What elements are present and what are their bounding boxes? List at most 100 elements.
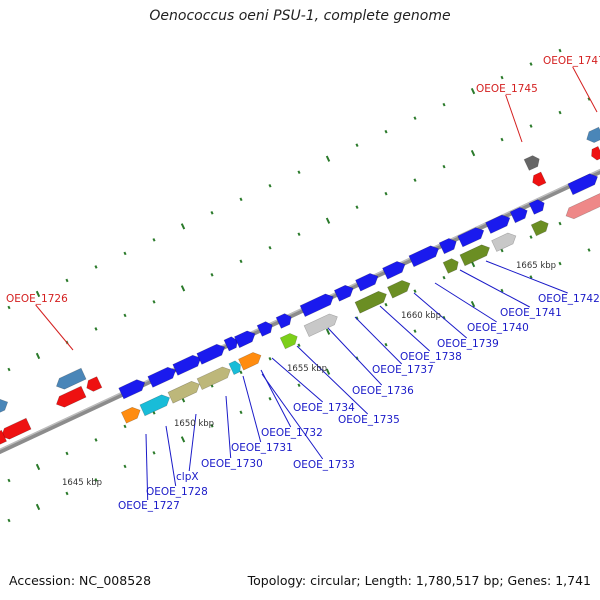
gene-label[interactable]: OEOE_1728 <box>146 486 208 498</box>
gene-label[interactable]: OEOE_1742 <box>538 293 600 305</box>
gene-feature[interactable] <box>459 244 490 267</box>
gene-feature[interactable] <box>120 406 141 424</box>
gene-label[interactable]: OEOE_1733 <box>293 459 355 471</box>
gene-feature[interactable] <box>509 207 528 224</box>
gene-label[interactable]: OEOE_1738 <box>400 351 462 363</box>
gene-feature[interactable] <box>354 290 387 314</box>
gene-feature[interactable] <box>387 280 411 299</box>
tick-mark <box>325 368 331 375</box>
gene-feature[interactable] <box>238 352 262 371</box>
leader-line <box>485 260 568 294</box>
tick-mark <box>94 327 98 331</box>
tick-mark <box>210 424 214 428</box>
tick-mark <box>529 275 533 279</box>
gene-label[interactable]: OEOE_1734 <box>293 402 355 414</box>
tick-mark <box>529 62 533 66</box>
gene-feature[interactable] <box>1 417 32 440</box>
tick-mark <box>94 478 98 482</box>
gene-feature[interactable] <box>167 380 200 404</box>
tick-mark <box>384 342 388 347</box>
tick-mark <box>35 352 41 360</box>
gene-feature[interactable] <box>56 367 87 390</box>
gene-feature[interactable] <box>442 258 459 274</box>
gene-feature[interactable] <box>279 333 298 350</box>
gene-feature[interactable] <box>139 394 170 417</box>
tick-mark <box>587 248 591 252</box>
tick-mark <box>558 261 562 266</box>
gene-label[interactable]: OEOE_1747 <box>543 55 600 67</box>
gene-feature[interactable] <box>234 330 256 349</box>
gene-label[interactable]: clpX <box>176 471 199 483</box>
gene-feature[interactable] <box>491 232 517 252</box>
gene-feature[interactable] <box>196 343 226 365</box>
tick-mark <box>180 285 186 292</box>
gene-feature[interactable] <box>0 398 9 419</box>
accession-label: Accession: NC_008528 <box>9 573 152 588</box>
gene-feature[interactable] <box>223 336 238 352</box>
gene-feature[interactable] <box>196 366 231 390</box>
gene-feature[interactable] <box>256 321 273 337</box>
gene-label[interactable]: OEOE_1745 <box>476 83 538 95</box>
scale-label: 1665 kbp <box>516 261 556 271</box>
gene-label[interactable]: OEOE_1739 <box>437 338 499 350</box>
gene-feature[interactable] <box>591 145 600 161</box>
gene-feature[interactable] <box>355 273 379 292</box>
gene-feature[interactable] <box>228 360 241 376</box>
gene-label[interactable]: OEOE_1740 <box>467 322 529 334</box>
gene-label[interactable]: OEOE_1726 <box>6 293 68 305</box>
scale-labels: 1645 kbp 1650 kbp 1655 kbp 1660 kbp 1665 kbp <box>62 261 556 488</box>
gene-feature[interactable] <box>56 385 87 408</box>
tick-mark <box>325 328 331 335</box>
gene-feature[interactable] <box>530 220 549 237</box>
gene-feature[interactable] <box>86 376 103 392</box>
gene-feature[interactable] <box>565 193 600 220</box>
gene-feature[interactable] <box>567 173 598 196</box>
gene-feature[interactable] <box>299 293 334 317</box>
gene-feature[interactable] <box>333 284 354 302</box>
backbone-highlight <box>0 168 600 451</box>
tick-mark <box>587 97 591 101</box>
gene-feature[interactable] <box>382 261 406 280</box>
tick-mark <box>65 491 69 496</box>
gene-feature[interactable] <box>0 429 7 447</box>
tick-mark <box>7 367 11 372</box>
gene-label[interactable]: OEOE_1731 <box>231 442 293 454</box>
gene-feature[interactable] <box>528 199 545 215</box>
tick-mark <box>442 102 446 107</box>
tick-mark <box>268 245 272 250</box>
tick-mark <box>180 223 186 230</box>
gene-feature[interactable] <box>457 227 485 248</box>
tick-mark <box>35 503 41 511</box>
gene-label[interactable]: OEOE_1727 <box>118 500 180 512</box>
gene-label[interactable]: OEOE_1735 <box>338 414 400 426</box>
gene-features[interactable] <box>0 126 600 447</box>
gene-label[interactable]: OEOE_1736 <box>352 385 414 397</box>
gene-feature[interactable] <box>438 238 457 255</box>
gene-feature[interactable] <box>485 214 511 234</box>
tick-mark <box>297 232 301 237</box>
gene-feature[interactable] <box>523 155 540 171</box>
gene-feature[interactable] <box>147 366 177 388</box>
tick-mark <box>413 116 417 120</box>
leader-line <box>354 316 403 365</box>
gene-feature[interactable] <box>532 171 547 187</box>
gene-feature[interactable] <box>118 379 146 400</box>
gene-feature[interactable] <box>275 313 292 329</box>
leader-line <box>242 375 262 443</box>
leader-line <box>434 282 497 323</box>
gene-feature[interactable] <box>408 245 439 268</box>
genome-backbone <box>0 168 600 455</box>
gene-feature[interactable] <box>172 354 202 376</box>
gene-feature[interactable] <box>586 126 600 143</box>
gene-feature[interactable] <box>303 313 338 337</box>
leader-line <box>188 413 197 472</box>
tick-mark <box>297 343 301 348</box>
gene-label[interactable]: OEOE_1730 <box>201 458 263 470</box>
gene-label[interactable]: OEOE_1732 <box>261 427 323 439</box>
gene-labels[interactable]: OEOE_1726 OEOE_1727 OEOE_1728 clpXOEOE_1730… <box>6 55 600 512</box>
tick-mark <box>558 110 562 115</box>
tick-mark <box>558 221 562 226</box>
gene-label[interactable]: OEOE_1737 <box>372 364 434 376</box>
gene-label[interactable]: OEOE_1741 <box>500 307 562 319</box>
